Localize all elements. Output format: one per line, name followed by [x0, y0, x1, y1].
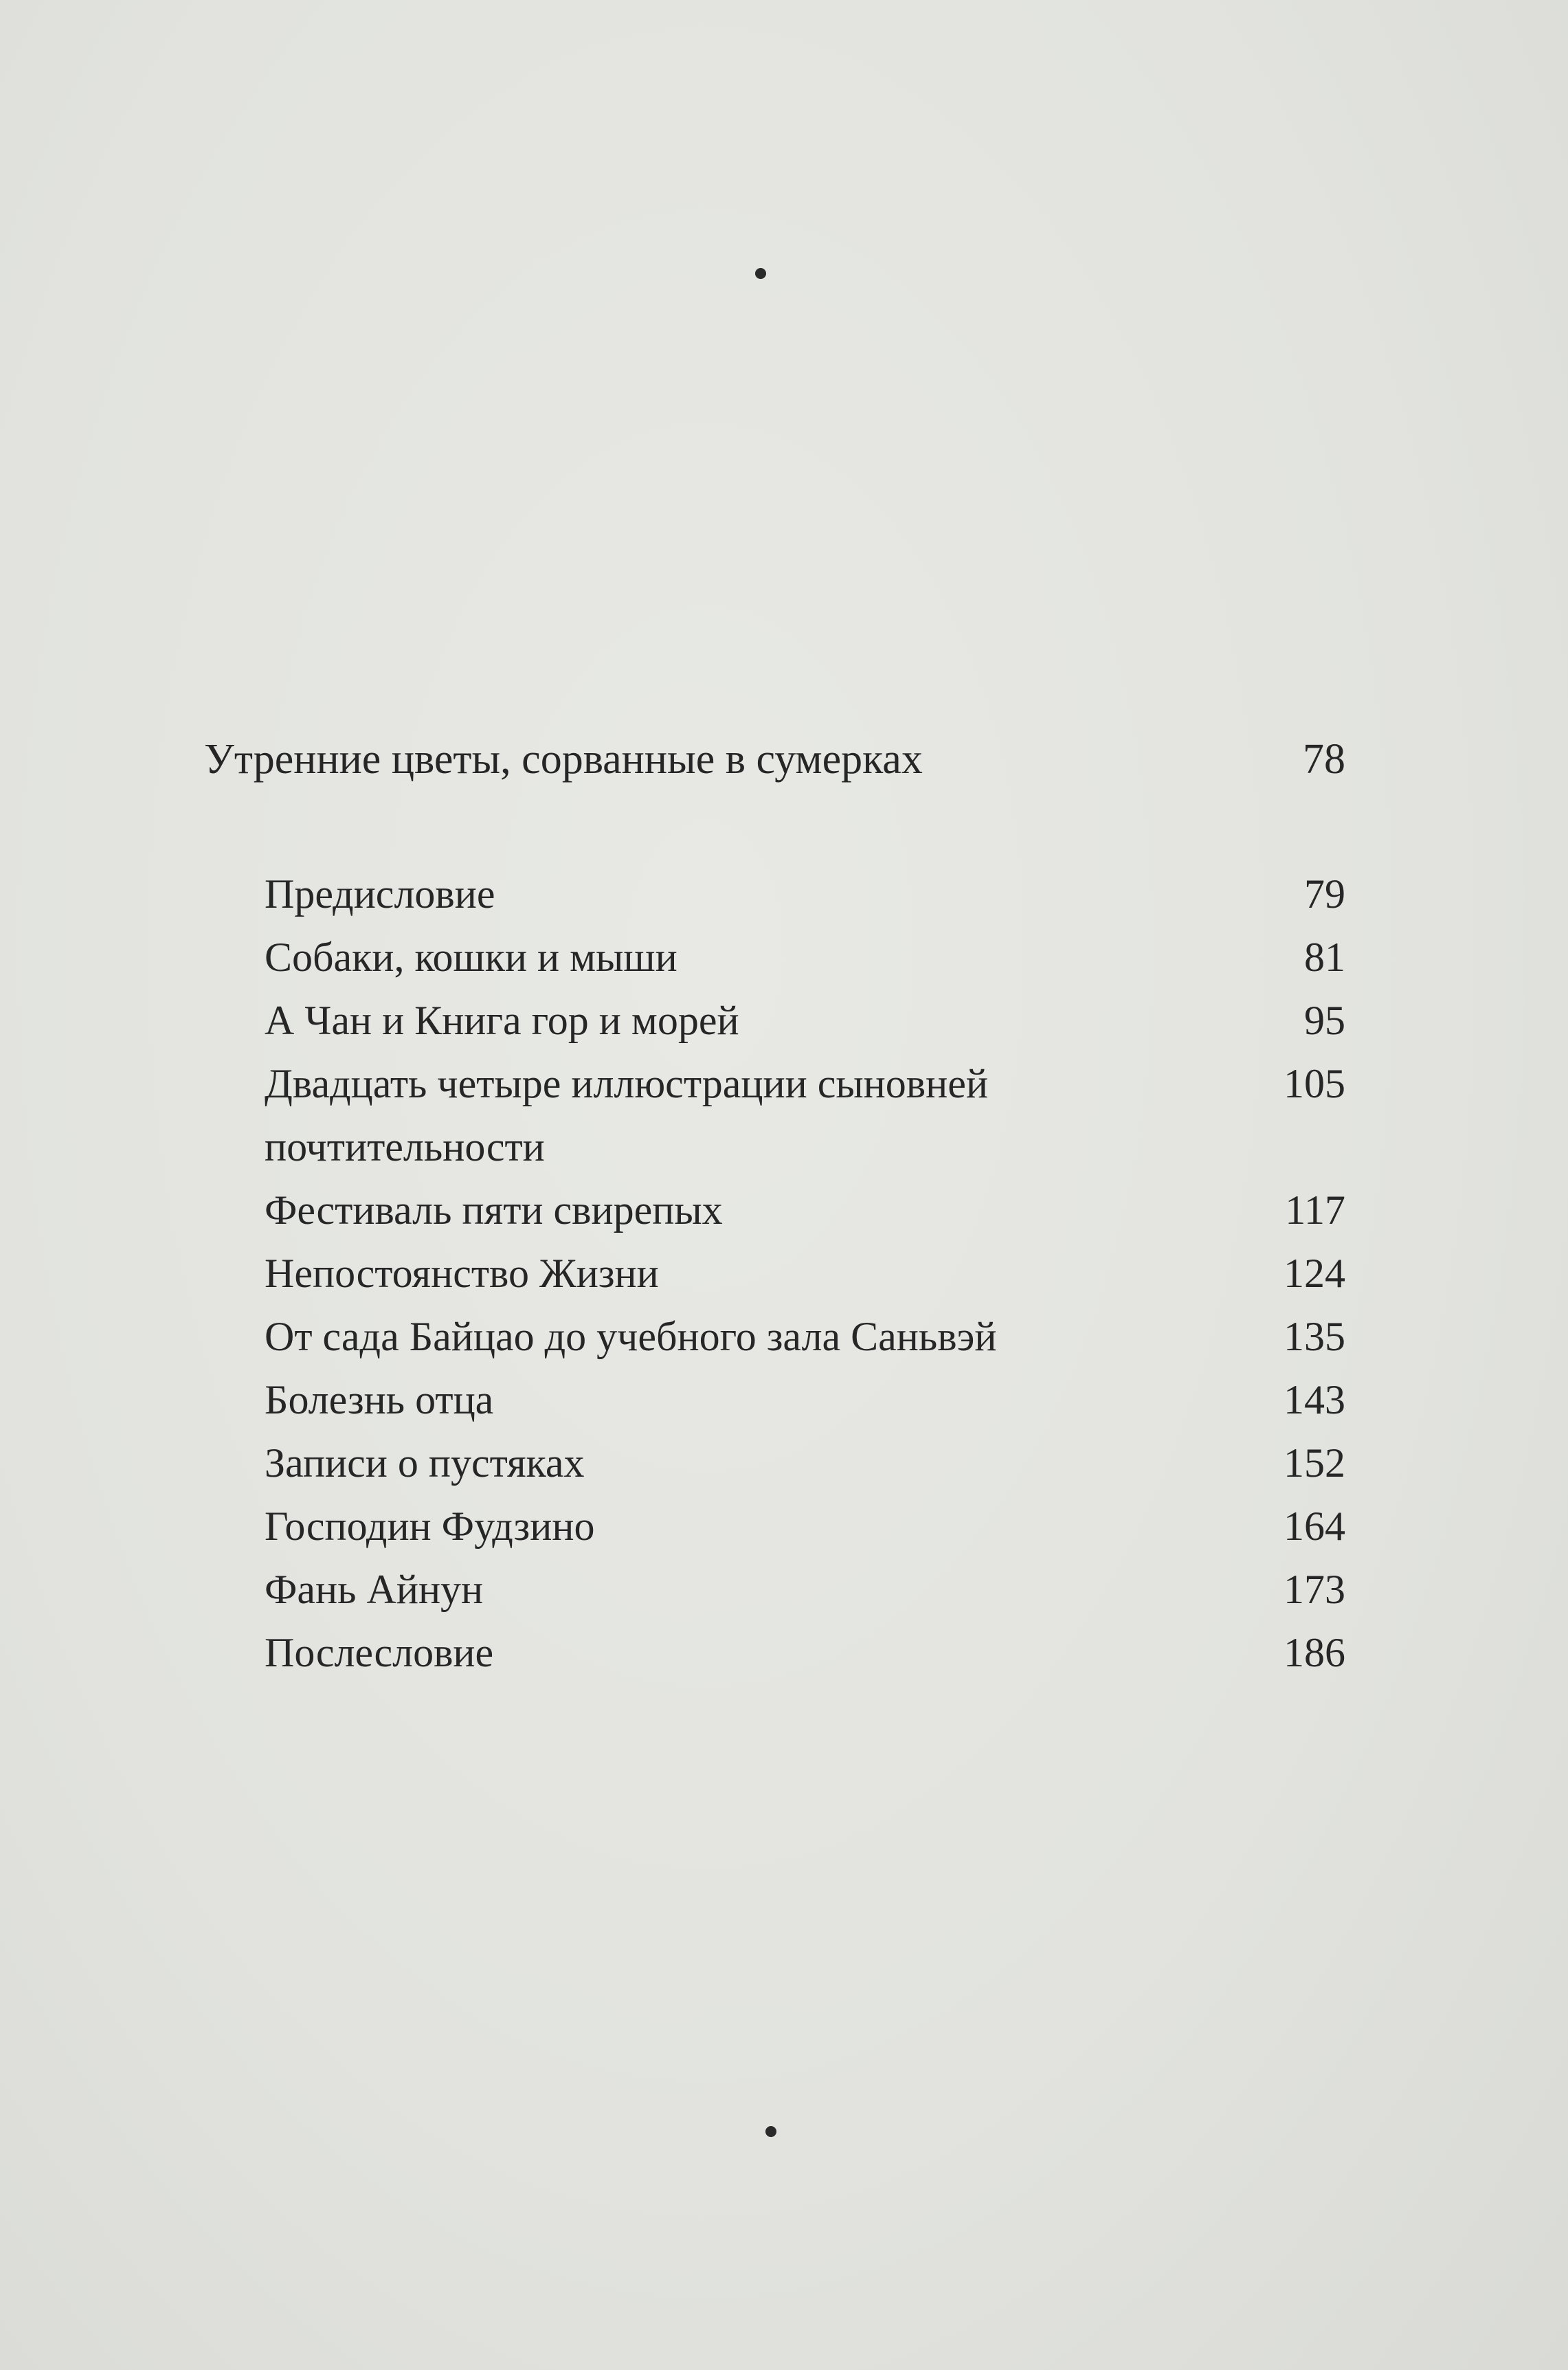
toc-entries: Предисловие 79 Собаки, кошки и мыши 81 А Чан…: [265, 862, 1345, 1684]
toc-entry-page: 135: [1284, 1314, 1345, 1359]
toc-entry-page: 152: [1284, 1440, 1345, 1486]
toc-entry-title: Господин Фудзино: [265, 1503, 595, 1549]
toc-entry-page: 79: [1304, 871, 1345, 917]
toc-entry-title: А Чан и Книга гор и морей: [265, 998, 739, 1043]
toc-entry: От сада Байцао до учебного зала Саньвэй 1…: [265, 1305, 1345, 1368]
toc-entry-page: 173: [1284, 1567, 1345, 1612]
toc-entry: Непостоянство Жизни 124: [265, 1242, 1345, 1305]
toc-entry-title: Фань Айнун: [265, 1567, 484, 1612]
toc-entry: Фань Айнун 173: [265, 1558, 1345, 1621]
toc-entry: Фестиваль пяти свирепых 117: [265, 1178, 1345, 1242]
toc-entry: Собаки, кошки и мыши 81: [265, 926, 1345, 989]
toc-entry: Двадцать четыре иллюстрации сыновней поч…: [265, 1052, 1345, 1178]
ornament-dot-top: [755, 268, 766, 279]
ornament-dot-bottom: [765, 2126, 776, 2137]
toc-entry-title: Непостоянство Жизни: [265, 1251, 659, 1296]
toc-entry-title: Двадцать четыре иллюстрации сыновней поч…: [265, 1061, 988, 1170]
toc-entry-title: Записи о пустяках: [265, 1440, 585, 1486]
section-heading: Утренние цветы, сорванные в сумерках 78: [204, 732, 1345, 787]
toc-entry-title: Фестиваль пяти свирепых: [265, 1187, 723, 1233]
toc-entry-page: 186: [1284, 1630, 1345, 1675]
section-title: Утренние цветы, сорванные в сумерках: [204, 736, 923, 783]
toc-entry-page: 105: [1284, 1061, 1345, 1106]
toc-entry: Записи о пустяках 152: [265, 1431, 1345, 1495]
toc-entry: Болезнь отца 143: [265, 1368, 1345, 1431]
toc-entry: Господин Фудзино 164: [265, 1495, 1345, 1558]
toc-entry-title: Болезнь отца: [265, 1377, 494, 1422]
toc-entry-page: 81: [1304, 935, 1345, 980]
toc-entry: Предисловие 79: [265, 862, 1345, 926]
toc-entry-title: Предисловие: [265, 871, 495, 917]
toc-entry-page: 95: [1304, 998, 1345, 1043]
toc-entry: Послесловие 186: [265, 1621, 1345, 1684]
section-page-number: 78: [1303, 736, 1345, 783]
toc-entry-title: Послесловие: [265, 1630, 494, 1675]
toc-entry-page: 124: [1284, 1251, 1345, 1296]
toc-entry-page: 117: [1285, 1187, 1345, 1233]
toc-entry-page: 164: [1284, 1503, 1345, 1549]
toc-entry-page: 143: [1284, 1377, 1345, 1422]
toc-entry-title: От сада Байцао до учебного зала Саньвэй: [265, 1314, 997, 1359]
toc-entry-title: Собаки, кошки и мыши: [265, 935, 677, 980]
toc-entry: А Чан и Книга гор и морей 95: [265, 989, 1345, 1052]
